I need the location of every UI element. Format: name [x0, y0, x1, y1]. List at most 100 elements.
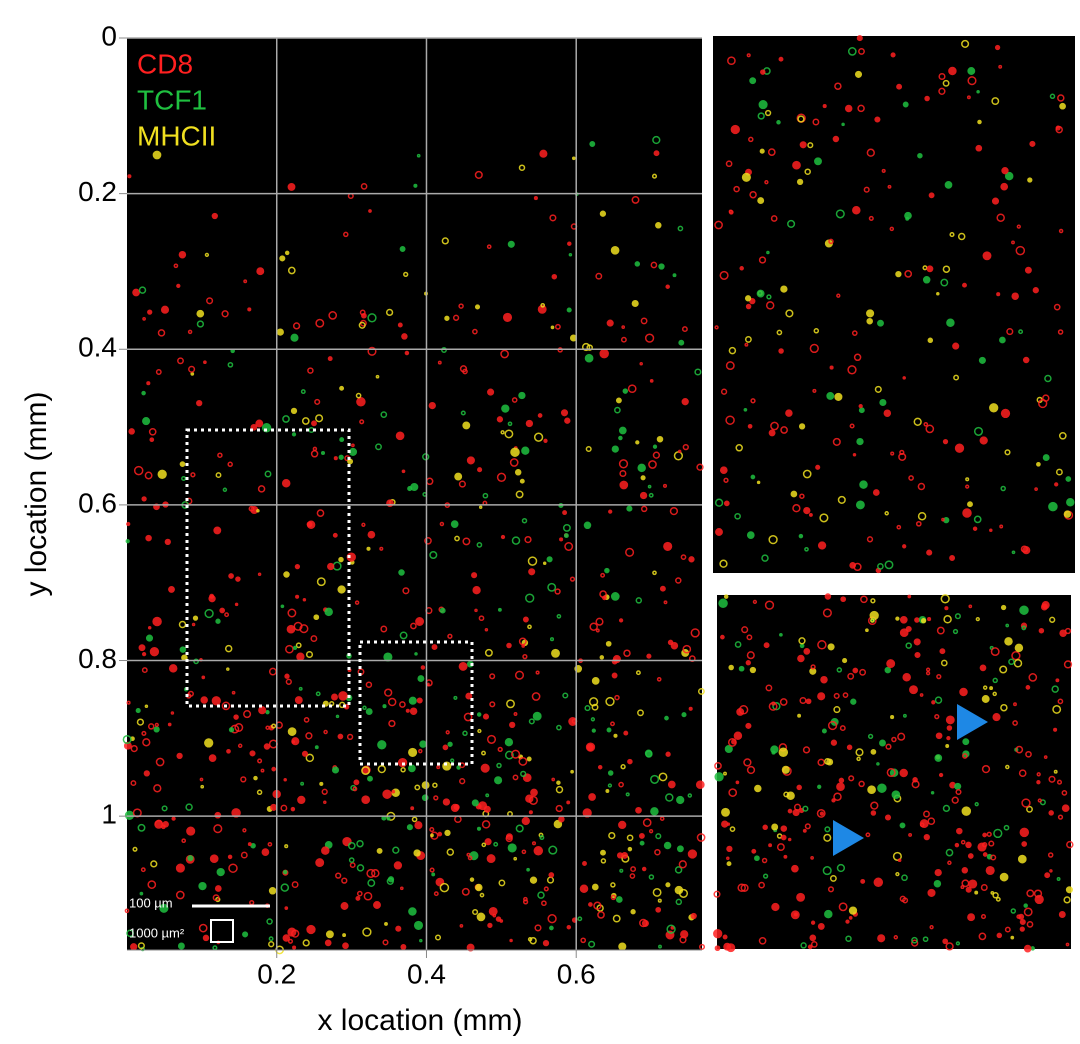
- cell: [675, 577, 682, 584]
- cell: [324, 841, 333, 849]
- cell: [745, 660, 751, 666]
- cell: [991, 197, 1000, 205]
- cell: [1006, 328, 1014, 336]
- cell: [638, 832, 645, 839]
- cell: [291, 881, 299, 889]
- cell: [597, 911, 605, 919]
- cell: [696, 833, 706, 842]
- y-tick-label: 0.2: [78, 176, 117, 207]
- cell: [827, 720, 838, 731]
- cell: [992, 691, 997, 697]
- cell: [431, 872, 436, 877]
- cell: [242, 931, 249, 938]
- cell: [410, 806, 415, 811]
- cell: [858, 47, 865, 55]
- cell: [568, 717, 578, 726]
- cell: [1057, 329, 1064, 335]
- legend-entry: CD8: [137, 48, 193, 79]
- cell: [234, 723, 244, 732]
- cell: [324, 607, 333, 617]
- cell: [1010, 935, 1015, 940]
- cell: [385, 308, 394, 317]
- cell: [729, 826, 736, 832]
- cell: [618, 618, 624, 623]
- cell: [604, 567, 610, 574]
- cell: [1065, 886, 1073, 894]
- cell: [537, 413, 543, 418]
- cell: [837, 495, 846, 504]
- cell: [276, 328, 284, 336]
- cell: [859, 668, 867, 676]
- cell: [147, 880, 157, 889]
- cell: [346, 733, 354, 741]
- cell: [141, 651, 147, 657]
- x-tick-label: 0.2: [257, 958, 296, 989]
- cell: [228, 727, 235, 733]
- cell: [917, 511, 927, 521]
- cell: [1053, 727, 1058, 732]
- cell: [595, 628, 600, 633]
- cell: [680, 930, 689, 939]
- cell: [204, 738, 214, 748]
- cell: [339, 437, 345, 443]
- cell: [376, 847, 383, 854]
- cell: [147, 626, 152, 630]
- cell: [812, 118, 820, 126]
- cell: [191, 622, 196, 627]
- cell: [893, 935, 899, 940]
- cell: [399, 701, 406, 708]
- cell: [382, 789, 392, 799]
- cell: [1024, 266, 1032, 274]
- cell: [240, 776, 247, 783]
- cell: [511, 397, 518, 403]
- cell: [302, 598, 307, 602]
- cell: [1023, 903, 1028, 908]
- cell: [639, 491, 648, 500]
- cell: [988, 840, 995, 847]
- cell: [154, 722, 159, 728]
- cell: [922, 276, 931, 284]
- cell: [510, 447, 520, 457]
- cell: [807, 142, 814, 149]
- cell: [476, 712, 482, 717]
- cell: [856, 35, 863, 42]
- cell: [855, 748, 864, 757]
- y-tick-label: 0.6: [78, 487, 117, 518]
- cell: [955, 788, 962, 796]
- cell: [990, 647, 1000, 657]
- cell: [724, 744, 733, 754]
- cell: [960, 839, 966, 845]
- cell: [514, 670, 525, 680]
- cell: [149, 647, 160, 657]
- cell: [855, 500, 865, 510]
- cell: [504, 738, 514, 747]
- cell: [202, 934, 210, 942]
- cell: [504, 429, 514, 439]
- cell: [768, 429, 776, 437]
- cell: [215, 896, 221, 903]
- cell: [650, 774, 660, 784]
- cell: [352, 786, 358, 792]
- cell: [754, 784, 762, 793]
- cell: [137, 942, 145, 950]
- cell: [917, 152, 923, 159]
- cell: [655, 833, 662, 840]
- cell: [421, 781, 430, 790]
- cell: [929, 925, 934, 930]
- cell: [141, 667, 148, 674]
- cell: [484, 648, 493, 657]
- cell: [338, 556, 344, 563]
- cell: [315, 691, 321, 697]
- cell: [720, 634, 725, 640]
- cell: [127, 174, 132, 179]
- cell: [234, 602, 239, 607]
- cell: [610, 882, 616, 888]
- cell: [566, 924, 572, 930]
- cell: [560, 409, 569, 417]
- cell: [819, 811, 825, 816]
- cell: [551, 273, 558, 280]
- cell: [623, 649, 631, 657]
- cell: [756, 289, 765, 298]
- cell: [514, 469, 522, 476]
- cell: [321, 846, 330, 855]
